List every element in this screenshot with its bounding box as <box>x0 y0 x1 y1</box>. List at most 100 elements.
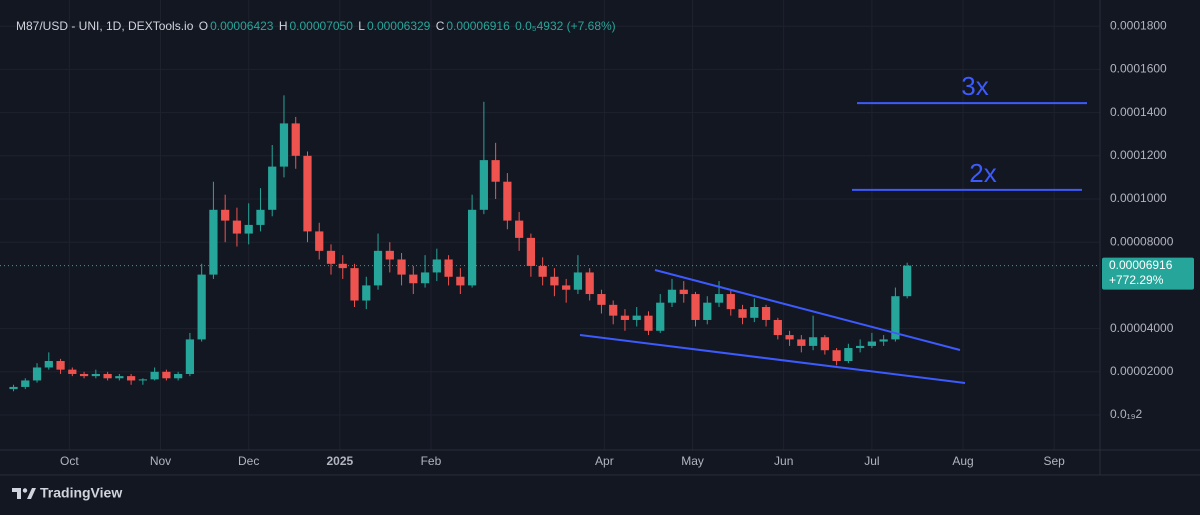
y-tick-label: 0.0001200 <box>1110 148 1167 162</box>
candle-body <box>409 274 418 284</box>
candle-body <box>750 307 759 318</box>
candle-body <box>197 274 206 340</box>
candle-body <box>879 339 888 342</box>
candle-body <box>350 268 359 301</box>
x-tick-label: Aug <box>952 454 973 468</box>
candle-body <box>844 348 853 362</box>
candle-body <box>620 315 630 320</box>
candle-body <box>174 373 183 379</box>
candle-body <box>679 289 688 295</box>
candle-body <box>456 276 465 286</box>
y-tick-label: 0.0001600 <box>1110 62 1167 76</box>
y-tick-label: 0.00004000 <box>1110 321 1174 335</box>
candle-body <box>9 386 18 390</box>
candle-body <box>338 263 347 269</box>
tradingview-logo <box>12 488 36 499</box>
candle-body <box>362 285 371 301</box>
y-tick-label: 0.0001400 <box>1110 105 1167 119</box>
candle-body <box>232 220 242 234</box>
x-tick-label: Dec <box>238 454 259 468</box>
candle-body <box>138 379 147 381</box>
candle-body <box>326 250 336 264</box>
candle-body <box>726 294 735 310</box>
candle-body <box>91 373 100 377</box>
change: 0.0₅4932 (+7.68%) <box>515 19 616 33</box>
candle-body <box>150 371 159 380</box>
y-tick-label: 0.00002000 <box>1110 364 1174 378</box>
candle-body <box>714 294 724 303</box>
ohlc-value: 0.00007050 <box>289 19 353 33</box>
candle-body <box>656 302 665 331</box>
candle-body <box>291 123 300 156</box>
candle-body <box>761 307 771 320</box>
candle-body <box>609 304 618 316</box>
candle-body <box>268 166 277 210</box>
price-tag-value: 0.00006916 <box>1109 258 1173 272</box>
x-tick-label: Jul <box>864 454 879 468</box>
candle-body <box>103 373 112 379</box>
candle-body <box>279 123 289 167</box>
candle-body <box>491 160 500 182</box>
x-tick-label: Feb <box>421 454 442 468</box>
candle-body <box>56 361 65 370</box>
candle-body <box>79 373 89 377</box>
ohlc-value: 0.00006423 <box>210 19 274 33</box>
candle-body <box>420 272 430 284</box>
candle-body <box>44 361 53 368</box>
ohlc-value: 0.00006916 <box>446 19 510 33</box>
trend-line-lower <box>579 334 966 384</box>
price-tag <box>1102 257 1194 290</box>
x-tick-label: Oct <box>60 454 79 468</box>
candle-body <box>515 220 524 238</box>
candle-body <box>373 250 383 286</box>
candle-body <box>597 294 606 305</box>
candle-body <box>903 265 912 297</box>
candle-body <box>573 272 583 290</box>
candle-body <box>820 337 829 351</box>
candle-body <box>115 376 124 379</box>
candle-body <box>21 380 30 387</box>
candle-body <box>397 259 406 275</box>
candle-body <box>162 371 171 379</box>
target-label: 3x <box>961 71 988 101</box>
candle-body <box>703 302 712 320</box>
candle-body <box>891 296 900 340</box>
candle-body <box>244 224 253 234</box>
y-tick-label: 0.0₁₉2 <box>1110 407 1142 421</box>
symbol: M87/USD - UNI, 1D, DEXTools.io <box>16 19 194 33</box>
candle-body <box>856 345 865 349</box>
candle-body <box>797 339 806 346</box>
candle-body <box>867 341 877 346</box>
price-tag-change: +772.29% <box>1109 273 1164 287</box>
candle-body <box>562 285 571 290</box>
candle-body <box>209 209 218 275</box>
ohlc-key: O <box>198 19 209 33</box>
candle-body <box>385 250 394 260</box>
y-tick-label: 0.0001800 <box>1110 18 1167 32</box>
y-tick-label: 0.00008000 <box>1110 234 1174 248</box>
candle-body <box>667 289 677 303</box>
ohlc-value: 0.00006329 <box>366 19 431 33</box>
candle-body <box>808 337 818 346</box>
candle-body <box>526 237 536 266</box>
candle-body <box>691 294 700 320</box>
candle-body <box>738 309 747 318</box>
x-tick-label: Apr <box>595 454 614 468</box>
candle-body <box>467 209 477 286</box>
candle-body <box>550 276 559 286</box>
candle-body <box>444 259 453 277</box>
candle-body <box>126 376 136 381</box>
candle-body <box>785 335 794 340</box>
trend-line-upper <box>654 269 961 351</box>
legend-header: M87/USD - UNI, 1D, DEXTools.io O 0.000064… <box>16 19 618 33</box>
candle-body <box>538 265 547 277</box>
candle-body <box>479 160 488 210</box>
x-tick-label: 2025 <box>326 454 353 468</box>
x-tick-label: Jun <box>774 454 793 468</box>
candle-body <box>221 209 230 221</box>
candle-body <box>585 272 594 295</box>
ohlc-key: L <box>358 19 365 33</box>
